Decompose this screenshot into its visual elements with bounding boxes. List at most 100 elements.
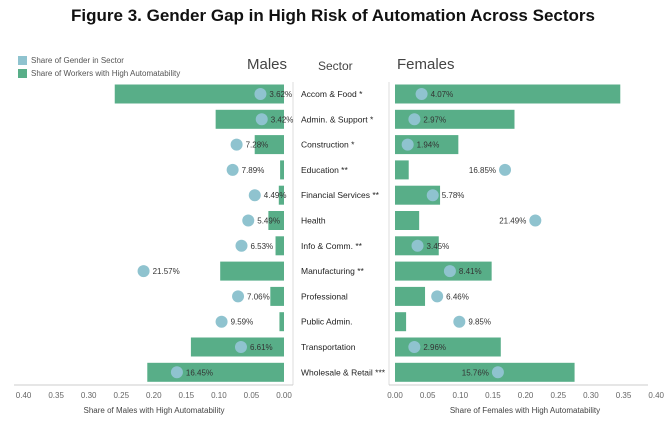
female-share-label: 2.97% [423,115,446,124]
male-share-label: 6.61% [250,343,273,352]
sector-label: Wholesale & Retail *** [301,367,386,377]
legend: Share of Gender in Sector Share of Worke… [18,54,180,80]
females-tick-label: 0.00 [387,391,403,400]
males-tick-label: 0.10 [211,391,227,400]
female-share-label: 1.94% [417,141,440,150]
sector-header: Sector [318,59,353,73]
sector-label: Manufacturing ** [301,266,365,276]
legend-label-automatability: Share of Workers with High Automatabilit… [31,69,181,78]
male-share-label: 16.45% [186,368,213,377]
male-share-label: 3.62% [269,90,292,99]
males-x-axis-title: Share of Males with High Automatability [84,406,225,415]
sector-label: Admin. & Support * [301,114,374,124]
male-share-label: 7.06% [247,292,270,301]
female-share-label: 16.85% [469,166,496,175]
female-bar [395,109,515,129]
female-share-dot [426,189,439,202]
male-share-label: 7.28% [246,141,269,150]
male-bar [279,312,284,332]
sector-label: Construction * [301,140,355,150]
male-bar [220,261,284,281]
sector-label: Health [301,216,326,226]
male-bar [275,236,284,256]
sector-label: Public Admin. [301,317,353,327]
male-share-label: 6.53% [250,242,273,251]
male-bar [114,84,285,104]
legend-item-gender-share: Share of Gender in Sector [18,54,180,67]
male-share-dot [230,138,243,151]
male-share-dot [234,341,247,353]
female-bar [395,160,409,180]
females-tick-label: 0.25 [550,391,566,400]
male-share-label: 9.59% [231,318,254,327]
sector-label: Accom & Food * [301,89,363,99]
females-tick-label: 0.10 [453,391,469,400]
female-share-label: 21.49% [499,217,526,226]
female-share-dot [443,265,456,278]
male-share-dot [170,366,183,379]
sector-label: Education ** [301,165,348,175]
female-share-label: 3.45% [427,242,450,251]
female-share-dot [499,163,512,176]
legend-label-gender-share: Share of Gender in Sector [31,56,124,65]
female-share-label: 2.96% [423,343,446,352]
females-tick-label: 0.40 [648,391,664,400]
legend-swatch-bar [18,69,27,78]
female-share-label: 8.41% [459,267,482,276]
male-share-dot [254,88,267,100]
females-tick-label: 0.35 [616,391,632,400]
females-tick-label: 0.20 [518,391,534,400]
female-share-label: 9.85% [468,318,491,327]
female-share-dot [408,341,421,353]
legend-item-automatability: Share of Workers with High Automatabilit… [18,67,180,80]
male-bar [215,109,284,129]
female-bar [395,185,441,205]
female-share-dot [415,88,428,100]
female-bar [395,211,420,230]
female-bar [395,261,492,281]
male-bar [280,160,284,180]
male-bar [147,362,284,382]
male-bar [278,185,284,205]
males-tick-label: 0.00 [276,391,292,400]
males-tick-label: 0.20 [146,391,162,400]
sector-label: Professional [301,291,348,301]
female-bar [395,362,575,382]
sector-label: Financial Services ** [301,190,380,200]
male-bar [268,211,284,230]
males-tick-label: 0.15 [179,391,195,400]
female-bar [395,286,426,306]
males-tick-label: 0.30 [81,391,97,400]
males-header: Males [247,56,288,73]
male-share-dot [248,189,261,202]
males-tick-label: 0.35 [48,391,64,400]
male-share-dot [215,315,228,328]
chart-title: Figure 3. Gender Gap in High Risk of Aut… [71,6,595,25]
males-tick-label: 0.25 [113,391,129,400]
male-share-dot [232,290,245,303]
female-share-label: 15.76% [462,368,489,377]
female-share-label: 5.78% [442,191,465,200]
female-bar [395,312,407,332]
sector-label: Transportation [301,342,356,352]
male-share-dot [255,113,268,126]
female-bar [395,337,501,357]
female-share-dot [491,366,504,379]
male-share-dot [235,239,248,252]
males-tick-label: 0.40 [16,391,32,400]
female-share-dot [411,239,424,252]
male-share-label: 7.89% [242,166,265,175]
male-share-dot [226,163,239,176]
female-share-label: 6.46% [446,292,469,301]
females-x-axis-title: Share of Females with High Automatabilit… [450,406,600,415]
male-share-label: 4.49% [264,191,287,200]
female-share-dot [453,315,466,328]
female-share-dot [408,113,421,126]
male-share-dot [137,265,150,278]
male-share-label: 3.42% [271,115,294,124]
female-share-label: 4.07% [431,90,454,99]
females-tick-label: 0.15 [485,391,501,400]
females-header: Females [397,56,455,73]
female-share-dot [401,138,414,151]
male-share-label: 5.49% [257,217,280,226]
